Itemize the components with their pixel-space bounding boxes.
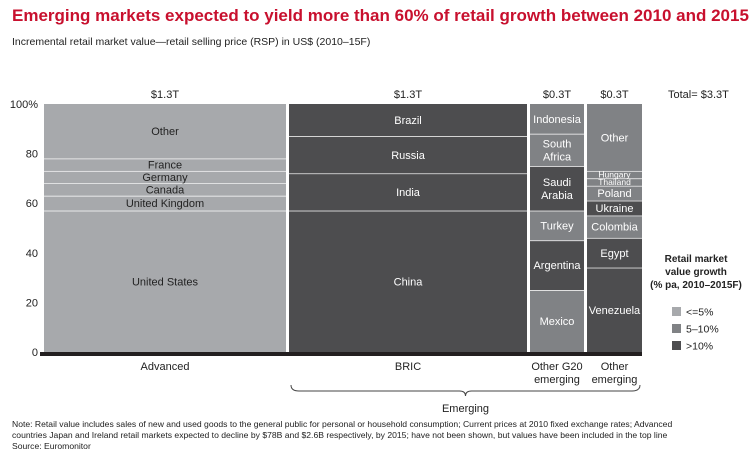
segment-advanced-germany <box>44 170 286 184</box>
segment-advanced-france <box>44 158 286 171</box>
segment-label-brazil: Brazil <box>394 115 422 127</box>
note-line-3: Source: Euromonitor <box>12 441 91 451</box>
segment-label-ukraine: Ukraine <box>596 203 634 215</box>
segment-advanced-united-kingdom <box>44 195 286 211</box>
segment-advanced-united-states <box>44 210 286 352</box>
emerging-bracket-label: Emerging <box>442 403 489 415</box>
column-label-other-g20-emerging-line2: emerging <box>534 374 580 386</box>
segment-other-emerging-thailand <box>587 178 642 186</box>
ytick-label-80: 80 <box>26 149 38 161</box>
segment-other-g20-emerging-mexico <box>530 290 584 352</box>
segment-bric-india <box>289 173 527 211</box>
segment-label-other: Other <box>601 132 629 144</box>
segment-other-emerging-egypt <box>587 237 642 268</box>
segment-other-emerging-ukraine <box>587 200 642 216</box>
segment-bric-brazil <box>289 104 527 137</box>
segment-advanced-canada <box>44 183 286 196</box>
emerging-bracket <box>290 384 641 397</box>
segment-label-france: France <box>148 160 182 172</box>
segment-label-india: India <box>396 187 421 199</box>
segment-label-poland: Poland <box>597 188 631 200</box>
segment-other-g20-emerging-saudi-arabia <box>530 166 584 211</box>
segment-label-germany: Germany <box>142 172 188 184</box>
segment-label-indonesia: Indonesia <box>533 114 582 126</box>
segment-label-argentina: Argentina <box>533 260 581 272</box>
segment-label-united-states: United States <box>132 276 199 288</box>
legend-title-line3: (% pa, 2010–2015F) <box>650 280 742 291</box>
segment-label-russia: Russia <box>391 150 426 162</box>
column-total-other-g20-emerging: $0.3T <box>543 89 571 101</box>
segment-other-g20-emerging-indonesia <box>530 104 584 134</box>
note-line-1: Note: Retail value includes sales of new… <box>12 419 673 429</box>
footnote: Note: Retail value includes sales of new… <box>12 419 742 452</box>
ytick-label-60: 60 <box>26 198 38 210</box>
column-label-other-emerging-line1: Other <box>601 361 629 373</box>
legend-swatch-3 <box>672 341 681 350</box>
column-total-bric: $1.3T <box>394 89 422 101</box>
segment-other-emerging-colombia <box>587 215 642 238</box>
x-axis-baseline <box>40 352 642 356</box>
segment-other-g20-emerging-argentina <box>530 240 584 290</box>
segment-label-egypt: Egypt <box>600 248 628 260</box>
segment-label-turkey: Turkey <box>540 220 574 232</box>
segment-label-canada: Canada <box>146 185 185 197</box>
column-label-other-emerging-line2: emerging <box>592 374 638 386</box>
segment-other-g20-emerging-turkey <box>530 210 584 241</box>
grand-total-label: Total= $3.3T <box>668 89 729 101</box>
legend-label-2: 5–10% <box>686 324 719 336</box>
segment-label-colombia: Colombia <box>591 222 638 234</box>
segment-advanced-other <box>44 104 286 159</box>
segment-other-g20-emerging-south-africa <box>530 133 584 166</box>
segment-other-emerging-hungary <box>587 170 642 179</box>
segment-label-south-africa-line2: Africa <box>543 151 572 163</box>
column-label-advanced-line1: Advanced <box>141 361 190 373</box>
ytick-label-0: 0 <box>32 347 38 359</box>
legend-swatch-1 <box>672 307 681 316</box>
segment-label-saudi-arabia-line1: Saudi <box>543 177 571 189</box>
segment-label-saudi-arabia-line2: Arabia <box>541 190 574 202</box>
ytick-label-20: 20 <box>26 297 38 309</box>
legend-title-line1: Retail market <box>665 254 728 265</box>
segment-label-china: China <box>394 276 424 288</box>
segment-label-south-africa-line1: South <box>543 138 572 150</box>
segment-label-united-kingdom: United Kingdom <box>126 198 204 210</box>
segment-label-venezuela: Venezuela <box>589 305 641 317</box>
ytick-label-40: 40 <box>26 248 38 260</box>
chart-title: Emerging markets expected to yield more … <box>12 6 749 25</box>
note-line-2: countries Japan and Ireland retail marke… <box>12 430 668 440</box>
plot-area: 0 20 40 60 80 100% United States United Kingdom… <box>10 89 742 415</box>
segment-label-other: Other <box>151 126 179 138</box>
ytick-label-100: 100% <box>10 99 38 111</box>
segment-bric-russia <box>289 136 527 174</box>
chart-subtitle: Incremental retail market value—retail s… <box>12 36 371 48</box>
legend-title-line2: value growth <box>665 267 727 278</box>
column-label-bric-line1: BRIC <box>395 361 421 373</box>
legend-label-3: >10% <box>686 341 713 353</box>
column-label-other-g20-emerging-line1: Other G20 <box>531 361 582 373</box>
segment-other-emerging-venezuela <box>587 267 642 352</box>
segment-label-mexico: Mexico <box>540 316 575 328</box>
segment-label-hungary: Hungary <box>598 170 631 180</box>
column-total-other-emerging: $0.3T <box>600 89 628 101</box>
segment-other-emerging-other <box>587 104 642 171</box>
column-total-advanced: $1.3T <box>151 89 179 101</box>
legend-swatch-2 <box>672 324 681 333</box>
segment-bric-china <box>289 210 527 352</box>
legend-label-1: <=5% <box>686 307 713 319</box>
segment-other-emerging-poland <box>587 185 642 201</box>
segment-label-thailand: Thailand <box>598 177 631 187</box>
